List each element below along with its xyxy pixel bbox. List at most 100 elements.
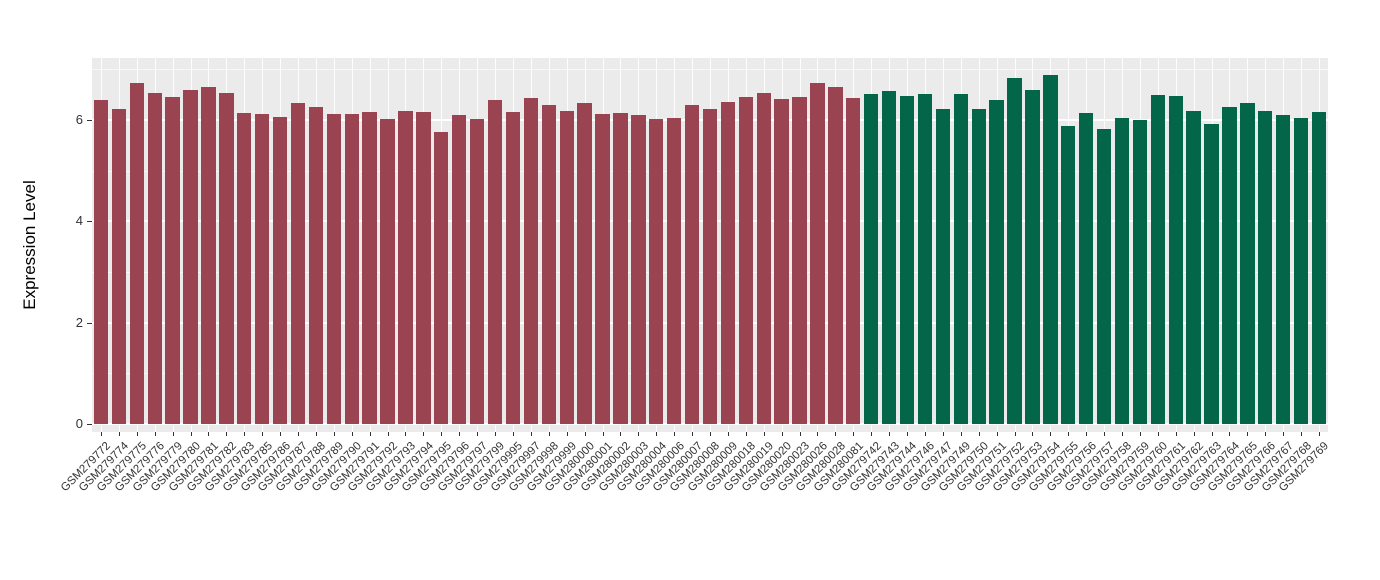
bar-GSM280026: [810, 82, 825, 424]
x-tick-mark: [333, 432, 335, 436]
bar-GSM280028: [828, 86, 843, 424]
bar-GSM279794: [416, 111, 431, 424]
x-tick-mark: [817, 432, 819, 436]
x-tick-mark: [441, 432, 443, 436]
bar-GSM279788: [308, 107, 324, 424]
x-tick-mark: [996, 432, 998, 436]
x-tick-mark: [1068, 432, 1070, 436]
x-tick-mark: [1193, 432, 1195, 436]
bar-GSM279744: [899, 96, 915, 424]
y-tick-mark-6: [87, 119, 92, 121]
y-tick-label-4: 4: [75, 213, 83, 229]
x-tick-mark: [942, 432, 944, 436]
bar-GSM280018: [738, 97, 753, 424]
bar-GSM279752: [1007, 77, 1022, 424]
x-tick-mark: [315, 432, 317, 436]
x-tick-mark: [763, 432, 765, 436]
bar-GSM279781: [201, 87, 216, 424]
x-tick-mark: [1247, 432, 1249, 436]
x-tick-mark: [602, 432, 604, 436]
x-tick-mark: [781, 432, 783, 436]
x-tick-mark: [298, 432, 299, 436]
x-tick-mark: [208, 432, 210, 436]
x-tick-mark: [978, 432, 980, 436]
bar-GSM279760: [1150, 94, 1165, 424]
x-tick-mark: [1032, 432, 1034, 436]
x-tick-mark: [405, 432, 407, 436]
x-tick-mark: [351, 432, 353, 436]
x-tick-mark: [262, 432, 264, 436]
bar-GSM279754: [1043, 74, 1058, 424]
y-tick-mark-4: [87, 221, 92, 223]
x-tick-mark: [692, 432, 694, 436]
bar-GSM279791: [362, 112, 377, 424]
bar-GSM279769: [1311, 111, 1327, 424]
bar-GSM280019: [756, 92, 771, 424]
x-tick-mark: [1050, 432, 1052, 436]
x-tick-mark: [1157, 432, 1159, 436]
x-tick-mark: [226, 432, 228, 436]
bar-GSM279775: [129, 82, 144, 424]
bar-GSM280008: [702, 109, 718, 424]
x-tick-mark: [136, 432, 138, 436]
bar-GSM279762: [1186, 110, 1201, 424]
bar-GSM280009: [720, 101, 736, 424]
x-tick-mark: [745, 432, 747, 436]
bar-GSM279742: [864, 94, 879, 424]
bar-GSM279799: [487, 100, 503, 424]
bar-GSM279782: [219, 92, 234, 424]
x-tick-mark: [710, 432, 711, 436]
bar-GSM279768: [1293, 118, 1309, 424]
plot-panel: [92, 58, 1328, 432]
x-tick-mark: [656, 432, 658, 436]
x-tick-mark: [1139, 432, 1141, 436]
bar-GSM280007: [684, 105, 700, 424]
x-tick-mark: [799, 432, 801, 436]
bar-GSM279790: [344, 113, 359, 424]
bar-GSM279753: [1025, 89, 1040, 424]
y-tick-label-0: 0: [75, 416, 83, 431]
bar-GSM279763: [1204, 124, 1219, 424]
y-tick-label-2: 2: [75, 314, 83, 330]
x-tick-mark: [638, 432, 640, 436]
x-tick-mark: [100, 432, 102, 436]
x-tick-mark: [620, 432, 622, 436]
bar-GSM279779: [165, 97, 180, 424]
bar-GSM279999: [559, 111, 574, 424]
x-tick-mark: [1319, 432, 1321, 436]
x-tick-mark: [907, 432, 909, 436]
x-tick-mark: [566, 432, 568, 436]
bar-GSM280081: [846, 97, 861, 424]
bar-GSM280020: [774, 98, 789, 424]
x-tick-mark: [1086, 432, 1088, 436]
x-tick-mark: [244, 432, 246, 436]
bar-GSM279792: [380, 118, 395, 424]
bar-GSM279797: [469, 119, 485, 424]
x-tick-mark: [1229, 432, 1231, 436]
y-tick-mark-2: [87, 322, 92, 324]
bar-GSM279997: [523, 98, 539, 424]
x-tick-mark: [835, 432, 837, 436]
x-tick-mark: [727, 432, 729, 436]
x-tick-mark: [1301, 432, 1303, 436]
bar-GSM279759: [1132, 120, 1148, 424]
bar-GSM279772: [93, 99, 109, 424]
bar-GSM279995: [505, 112, 521, 424]
bar-GSM279774: [111, 109, 127, 424]
x-tick-mark: [924, 432, 926, 436]
x-tick-mark: [871, 432, 873, 436]
x-tick-mark: [1014, 432, 1016, 436]
bar-GSM279783: [237, 113, 252, 424]
y-axis-title: Expression Level: [20, 180, 39, 310]
bar-GSM279998: [541, 104, 556, 424]
bar-GSM279756: [1079, 113, 1094, 424]
bar-GSM279761: [1168, 96, 1183, 424]
x-tick-mark: [387, 432, 389, 436]
bar-GSM279785: [255, 114, 270, 424]
x-tick-mark: [512, 432, 514, 436]
x-tick-mark: [477, 432, 479, 436]
x-tick-mark: [674, 432, 676, 436]
x-tick-mark: [369, 432, 371, 436]
x-tick-mark: [548, 432, 550, 436]
